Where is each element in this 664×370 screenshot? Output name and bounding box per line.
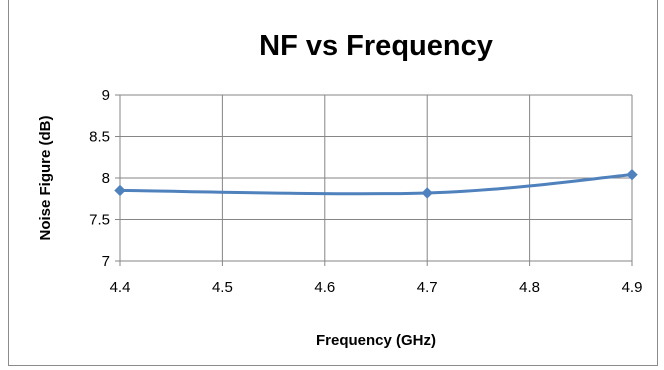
x-tick-label: 4.6	[314, 279, 335, 296]
x-tick-label: 4.5	[212, 279, 233, 296]
x-tick-label: 4.4	[110, 279, 131, 296]
y-tick-label: 9	[102, 87, 110, 104]
data-point-marker	[626, 168, 638, 181]
series-line	[119, 173, 633, 196]
chart-title: NF vs Frequency	[259, 30, 493, 62]
x-tick-label: 4.8	[519, 279, 540, 296]
x-tick-label: 4.9	[622, 279, 643, 296]
x-axis-title: Frequency (GHz)	[316, 332, 436, 349]
y-tick-label: 7.5	[89, 212, 110, 229]
data-point-marker	[114, 184, 126, 197]
y-tick-label: 8	[102, 170, 110, 187]
x-tick-label: 4.7	[417, 279, 438, 296]
y-tick-label: 7	[102, 253, 110, 270]
data-point-marker	[421, 187, 433, 199]
y-axis-title: Noise Figure (dB)	[37, 115, 54, 240]
y-tick-label: 8.5	[89, 129, 110, 146]
